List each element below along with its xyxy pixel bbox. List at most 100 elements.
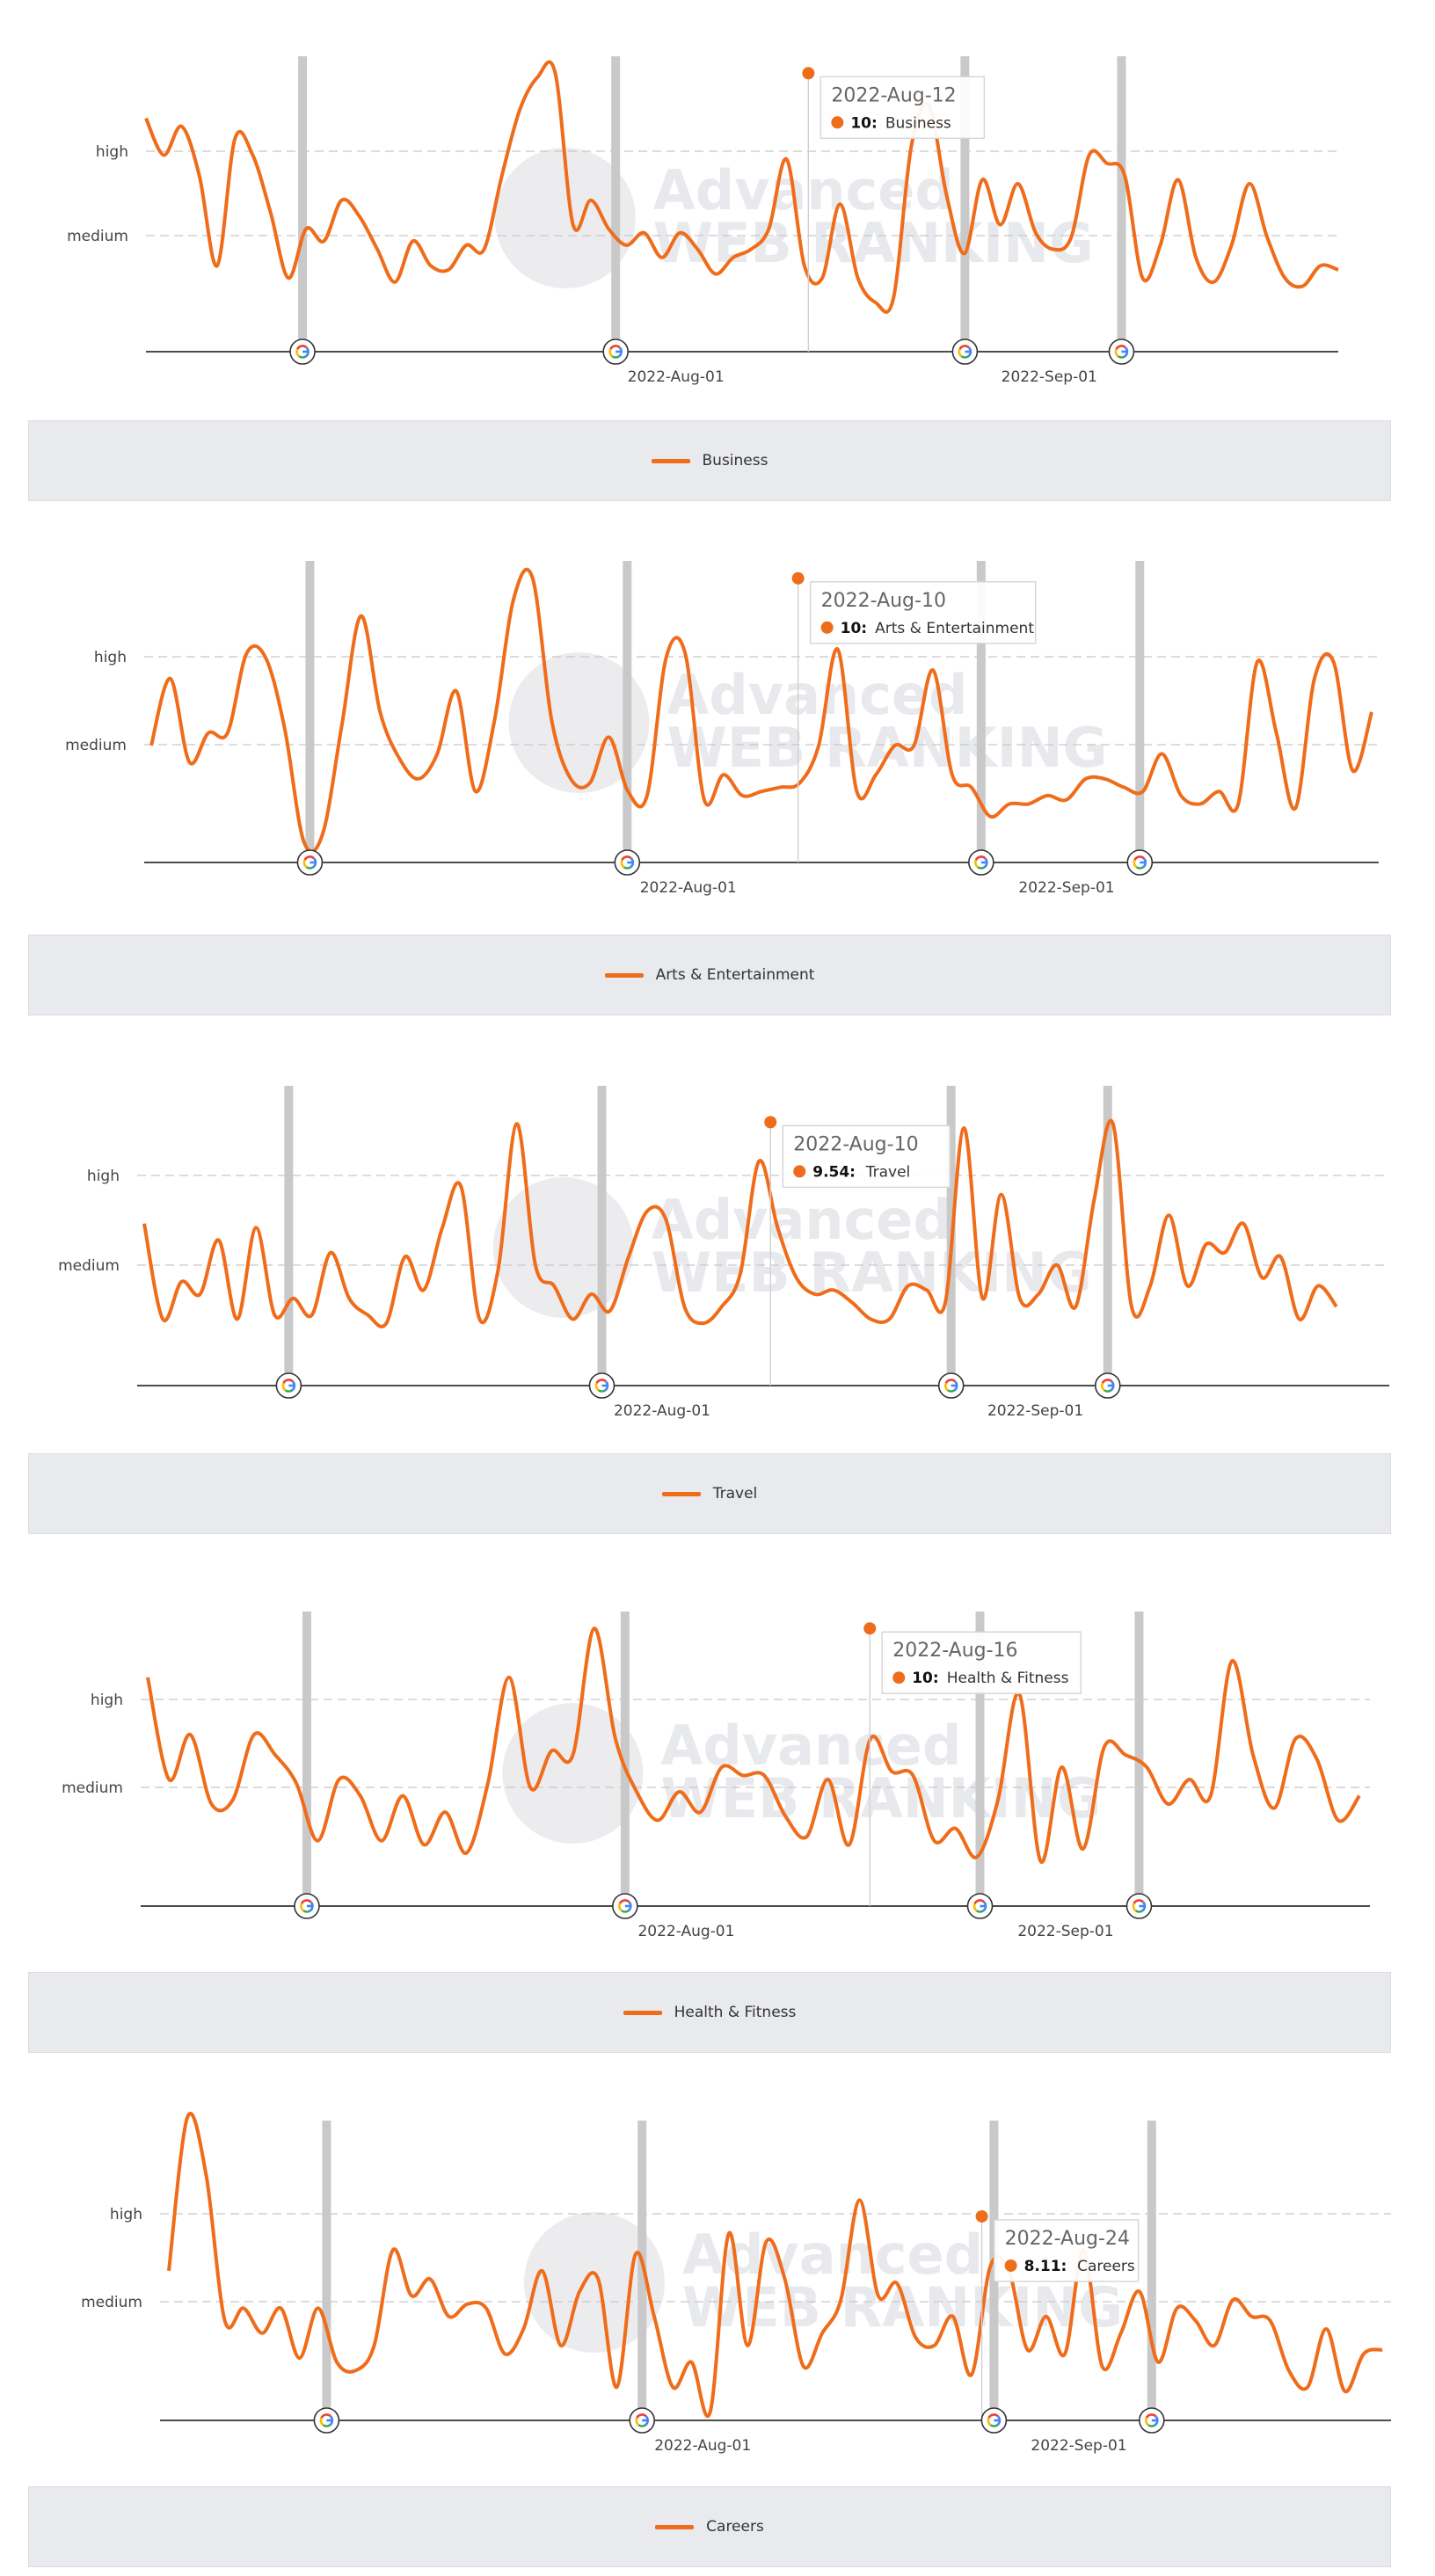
legend-item[interactable]: Travel	[29, 1454, 1390, 1533]
update-bar	[623, 561, 631, 862]
hover-point[interactable]	[764, 1116, 776, 1128]
update-bar	[305, 561, 314, 862]
tooltip-date: 2022-Aug-10	[821, 590, 946, 612]
google-update-icon[interactable]	[290, 339, 315, 364]
tooltip-marker	[1005, 2259, 1017, 2272]
google-update-icon[interactable]	[952, 339, 977, 364]
legend-swatch	[605, 973, 644, 978]
google-update-icon[interactable]	[968, 1894, 993, 1918]
legend-swatch	[662, 1492, 701, 1496]
google-update-icon[interactable]	[981, 2408, 1006, 2433]
x-tick-label: 2022-Aug-01	[614, 1402, 710, 1420]
google-update-icon[interactable]	[630, 2408, 654, 2433]
tooltip-series-name: Careers	[1077, 2258, 1135, 2275]
tooltip-date: 2022-Aug-12	[831, 84, 956, 106]
legend-swatch	[655, 2525, 694, 2529]
google-update-icon[interactable]	[603, 339, 628, 364]
update-bar	[1147, 2121, 1156, 2420]
tooltip-marker	[821, 622, 834, 634]
update-bar	[284, 1086, 293, 1386]
google-update-icon[interactable]	[613, 1894, 637, 1918]
tooltip: 2022-Aug-248.11:Careers	[994, 2220, 1139, 2281]
tooltip-value: 10:	[912, 1670, 938, 1687]
google-update-icon[interactable]	[589, 1373, 614, 1398]
y-label-high: high	[94, 649, 127, 666]
legend: Health & Fitness	[28, 1972, 1391, 2053]
update-bar	[597, 1086, 606, 1386]
legend: Careers	[28, 2486, 1391, 2567]
legend-item[interactable]: Business	[29, 421, 1390, 500]
legend-label: Health & Fitness	[674, 2004, 797, 2021]
google-update-icon[interactable]	[1126, 1894, 1151, 1918]
y-label-medium: medium	[58, 1257, 120, 1275]
tooltip-marker	[831, 116, 843, 128]
tooltip: 2022-Aug-10 9.54: Travel	[783, 1125, 950, 1187]
tooltip-marker	[892, 1671, 905, 1684]
google-update-icon[interactable]	[939, 1373, 964, 1398]
tooltip-date: 2022-Aug-10	[793, 1133, 918, 1155]
y-label-medium: medium	[81, 2294, 142, 2311]
update-bar	[1135, 561, 1144, 862]
tooltip-series-name: Health & Fitness	[947, 1670, 1069, 1687]
legend-item[interactable]: Arts & Entertainment	[29, 935, 1390, 1015]
y-label-high: high	[87, 1168, 120, 1185]
x-tick-label: 2022-Aug-01	[654, 2437, 751, 2455]
x-tick-label: 2022-Sep-01	[1002, 368, 1097, 386]
google-update-icon[interactable]	[1140, 2408, 1164, 2433]
legend-item[interactable]: Careers	[29, 2487, 1390, 2566]
y-label-high: high	[110, 2206, 142, 2223]
update-bar	[611, 56, 620, 352]
update-bar	[1117, 56, 1125, 352]
google-update-icon[interactable]	[1096, 1373, 1120, 1398]
tooltip: 2022-Aug-12 10: Business	[820, 76, 984, 138]
legend-swatch	[652, 459, 690, 463]
x-tick-label: 2022-Aug-01	[637, 1923, 734, 1940]
google-update-icon[interactable]	[615, 850, 639, 875]
google-update-icon[interactable]	[1109, 339, 1133, 364]
update-bar	[298, 56, 307, 352]
hover-point[interactable]	[976, 2210, 988, 2223]
tooltip-value: 9.54:	[812, 1163, 856, 1181]
legend-item[interactable]: Health & Fitness	[29, 1973, 1390, 2052]
update-bar	[322, 2121, 331, 2420]
google-update-icon[interactable]	[276, 1373, 301, 1398]
google-update-icon[interactable]	[297, 850, 322, 875]
google-update-icon[interactable]	[969, 850, 994, 875]
y-label-high: high	[96, 143, 128, 161]
google-update-icon[interactable]	[1127, 850, 1152, 875]
hover-point[interactable]	[792, 572, 805, 585]
x-tick-label: 2022-Aug-01	[640, 879, 737, 897]
google-update-icon[interactable]	[295, 1894, 319, 1918]
tooltip-value: 10:	[850, 114, 877, 132]
tooltip-series-name: Business	[885, 114, 951, 132]
hover-point[interactable]	[863, 1622, 876, 1634]
x-tick-label: 2022-Sep-01	[1031, 2437, 1126, 2455]
legend-label: Travel	[713, 1485, 758, 1503]
legend-label: Arts & Entertainment	[656, 966, 815, 984]
legend-label: Careers	[706, 2518, 764, 2536]
tooltip-date: 2022-Aug-24	[1005, 2228, 1130, 2250]
update-bar	[302, 1612, 311, 1906]
y-label-medium: medium	[62, 1779, 123, 1797]
google-update-icon[interactable]	[314, 2408, 339, 2433]
hover-point[interactable]	[802, 67, 814, 79]
watermark-line2: WEB RANKING	[653, 211, 1094, 275]
x-tick-label: 2022-Sep-01	[1017, 1923, 1113, 1940]
tooltip-marker	[793, 1165, 805, 1177]
x-tick-label: 2022-Aug-01	[628, 368, 725, 386]
tooltip-series-name: Travel	[865, 1163, 911, 1181]
y-label-high: high	[91, 1692, 123, 1709]
watermark-line2: WEB RANKING	[682, 2275, 1123, 2340]
x-tick-label: 2022-Sep-01	[987, 1402, 1083, 1420]
